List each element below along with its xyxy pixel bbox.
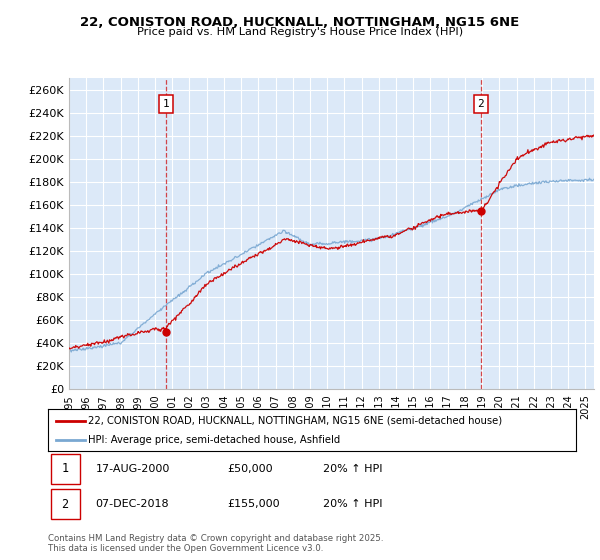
Text: 20% ↑ HPI: 20% ↑ HPI	[323, 499, 382, 509]
FancyBboxPatch shape	[50, 488, 80, 520]
Text: 1: 1	[62, 463, 69, 475]
Text: 22, CONISTON ROAD, HUCKNALL, NOTTINGHAM, NG15 6NE (semi-detached house): 22, CONISTON ROAD, HUCKNALL, NOTTINGHAM,…	[88, 416, 502, 426]
Text: 20% ↑ HPI: 20% ↑ HPI	[323, 464, 382, 474]
Text: Contains HM Land Registry data © Crown copyright and database right 2025.
This d: Contains HM Land Registry data © Crown c…	[48, 534, 383, 553]
Text: £50,000: £50,000	[227, 464, 273, 474]
Text: 2: 2	[478, 99, 484, 109]
Text: 07-DEC-2018: 07-DEC-2018	[95, 499, 169, 509]
Text: 1: 1	[163, 99, 169, 109]
Text: 2: 2	[62, 497, 69, 511]
FancyBboxPatch shape	[50, 454, 80, 484]
Text: £155,000: £155,000	[227, 499, 280, 509]
Text: 22, CONISTON ROAD, HUCKNALL, NOTTINGHAM, NG15 6NE: 22, CONISTON ROAD, HUCKNALL, NOTTINGHAM,…	[80, 16, 520, 29]
Text: 17-AUG-2000: 17-AUG-2000	[95, 464, 170, 474]
Text: HPI: Average price, semi-detached house, Ashfield: HPI: Average price, semi-detached house,…	[88, 435, 340, 445]
Text: Price paid vs. HM Land Registry's House Price Index (HPI): Price paid vs. HM Land Registry's House …	[137, 27, 463, 37]
